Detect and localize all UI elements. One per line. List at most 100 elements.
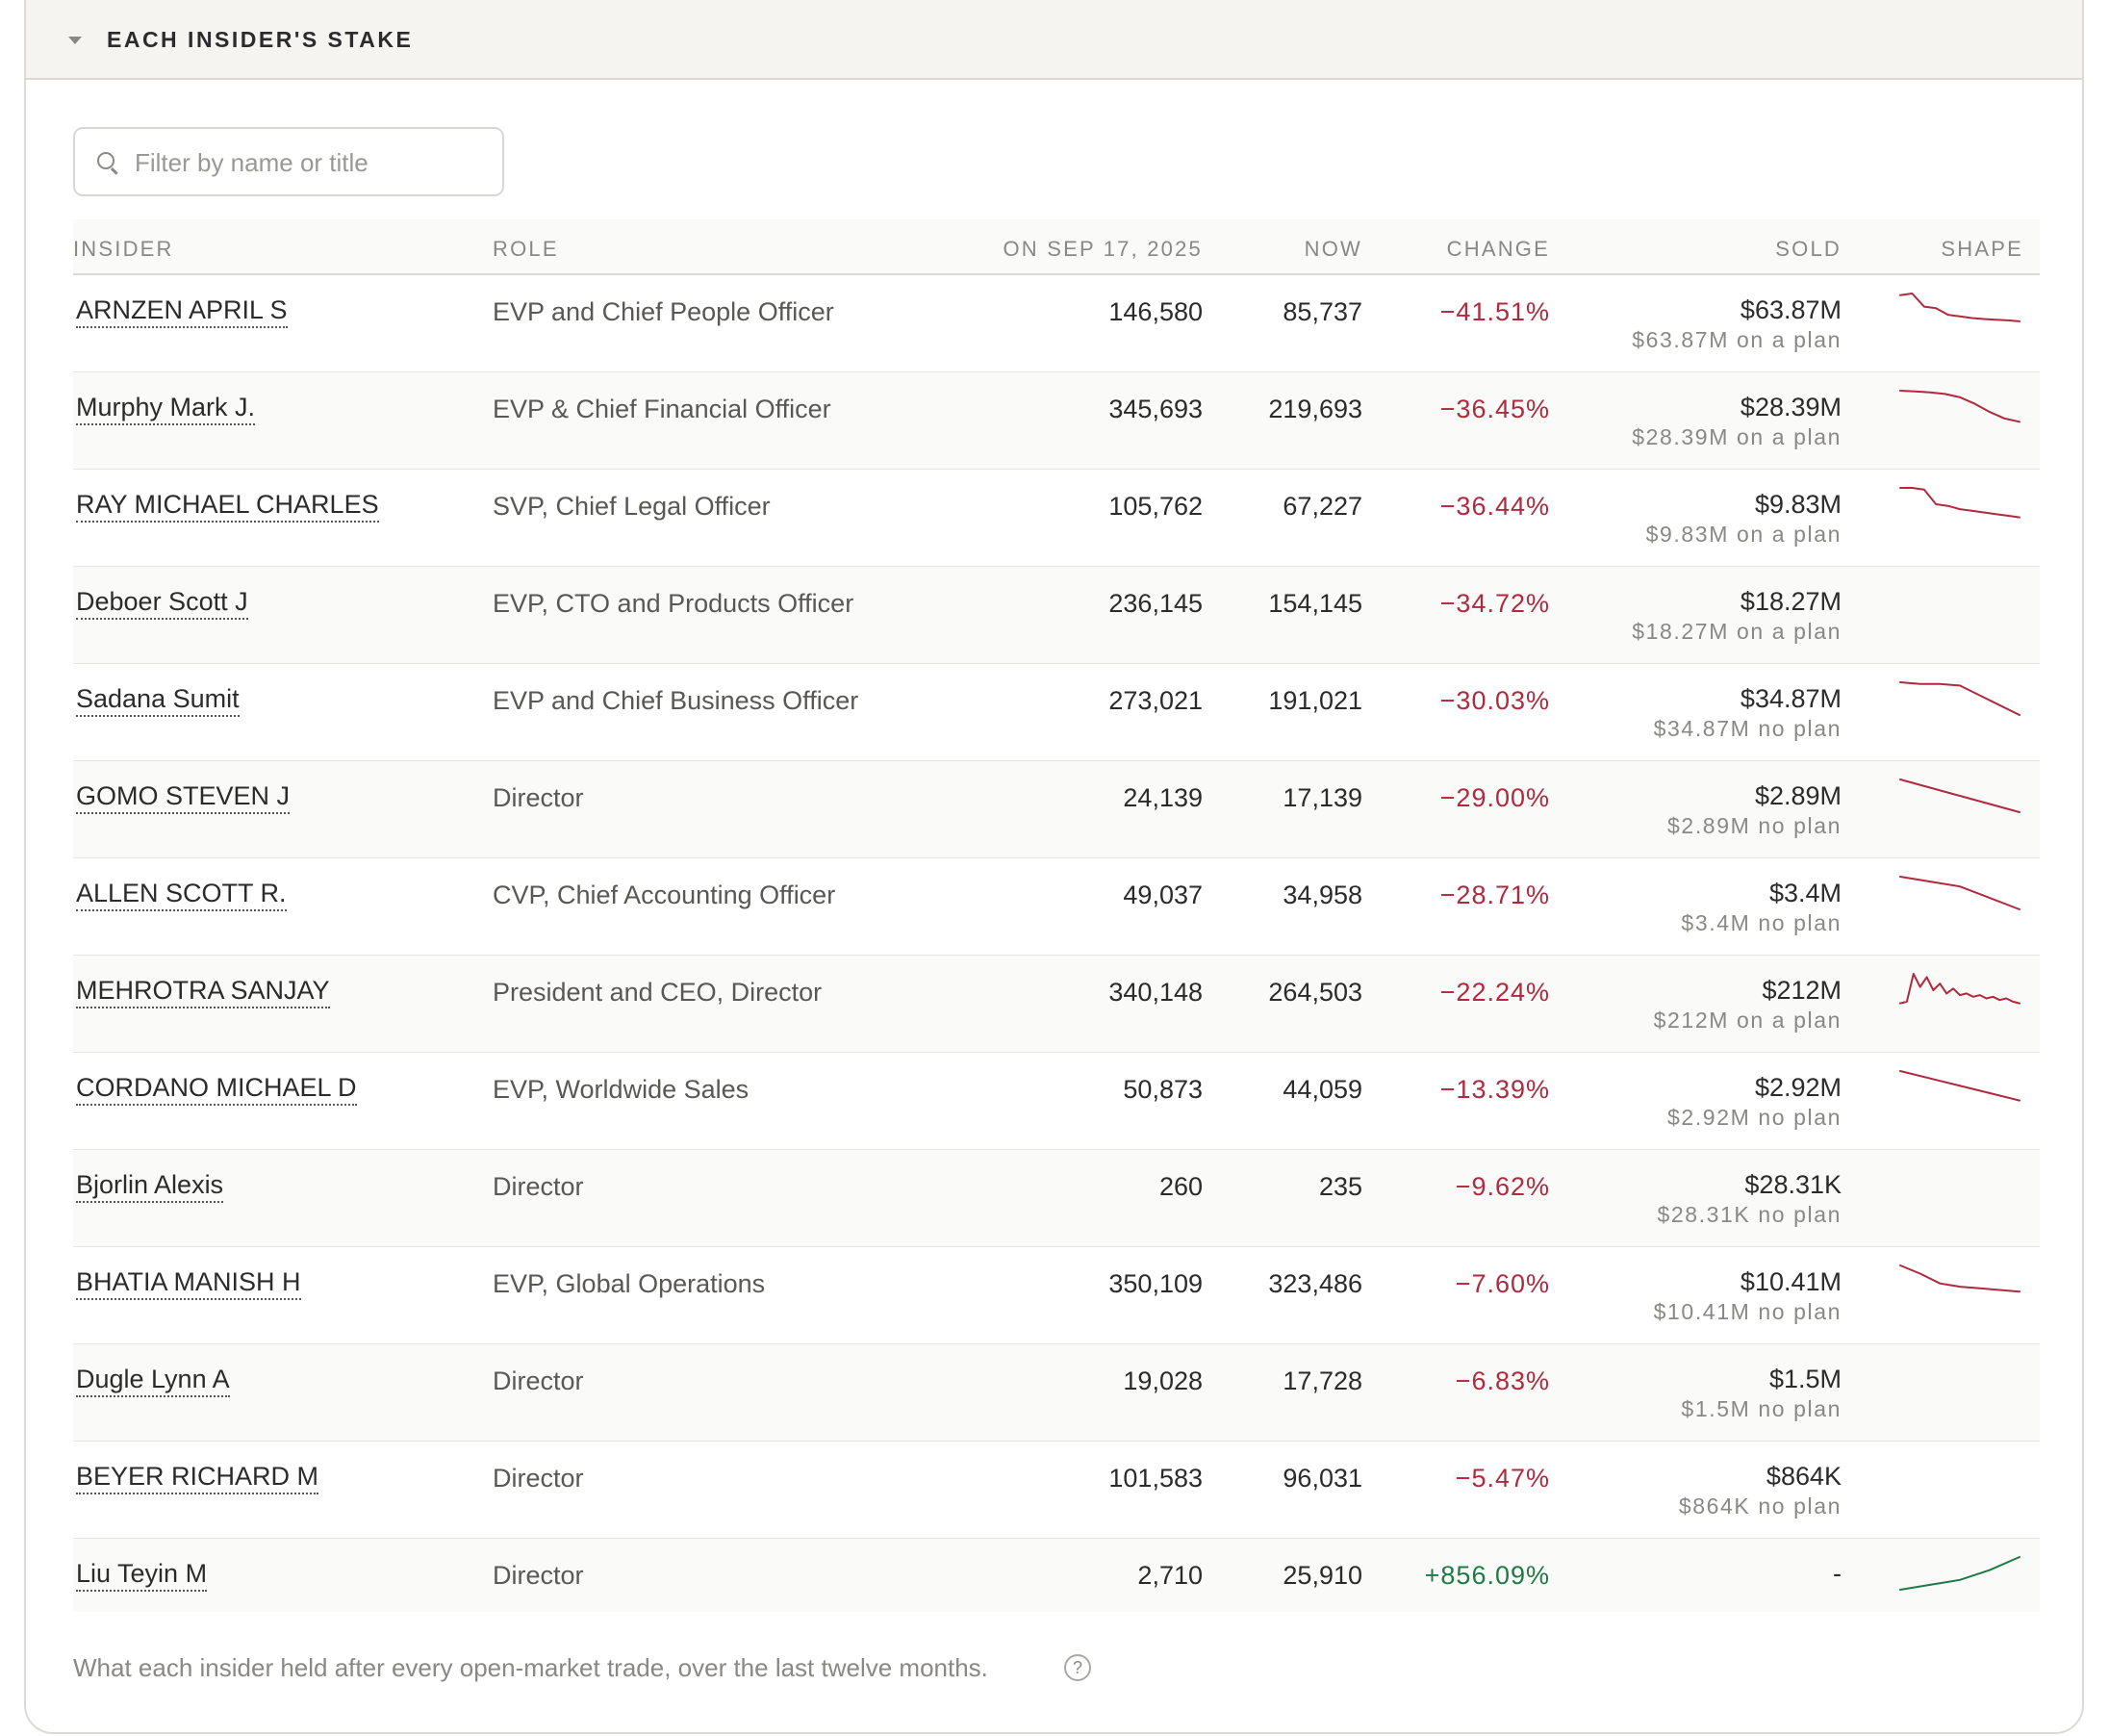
shares-then: 19,028: [1123, 1366, 1203, 1395]
change-percent: −5.47%: [1455, 1464, 1550, 1493]
sparkline-series: [1899, 779, 2020, 813]
sold-plan-note: $28.39M on a plan: [1632, 424, 1842, 449]
sparkline-series: [1899, 681, 2020, 716]
change-percent: +856.09%: [1424, 1561, 1550, 1590]
sparkline-series: [1899, 1264, 2020, 1293]
sparkline-series: [1899, 390, 2020, 423]
col-now[interactable]: NOW: [1304, 237, 1362, 261]
shares-now: 96,031: [1283, 1464, 1362, 1493]
shares-now: 235: [1318, 1172, 1362, 1201]
table-row[interactable]: Liu Teyin M Director 2,710 25,910 +856.09% -: [73, 1539, 2040, 1612]
sparkline-series: [1899, 973, 2020, 1005]
table-row[interactable]: Bjorlin Alexis Director 260 235 −9.62% $28.31…: [73, 1150, 2040, 1247]
shares-then: 2,710: [1137, 1561, 1203, 1590]
col-change[interactable]: CHANGE: [1446, 237, 1550, 261]
col-sold[interactable]: SOLD: [1775, 237, 1842, 261]
insider-name-link[interactable]: GOMO STEVEN J: [76, 781, 291, 814]
table-row[interactable]: BEYER RICHARD M Director 101,583 96,031 −5.4…: [73, 1442, 2040, 1539]
insider-role: Director: [493, 1561, 584, 1590]
insider-role: Director: [493, 783, 584, 812]
section-header[interactable]: EACH INSIDER'S STAKE: [26, 0, 2082, 80]
table-row[interactable]: MEHROTRA SANJAY President and CEO, Direct…: [73, 956, 2040, 1053]
sold-amount: $28.31K: [1744, 1170, 1842, 1199]
insider-role: President and CEO, Director: [493, 978, 823, 1007]
holding-sparkline: [1899, 293, 2020, 322]
section-title: EACH INSIDER'S STAKE: [107, 27, 414, 52]
filter-search-box[interactable]: [73, 127, 504, 196]
change-percent: −36.44%: [1439, 492, 1550, 521]
sold-plan-note: $3.4M no plan: [1681, 910, 1842, 935]
insider-name-link[interactable]: CORDANO MICHAEL D: [76, 1073, 357, 1106]
table-row[interactable]: GOMO STEVEN J Director 24,139 17,139 −29.00%…: [73, 761, 2040, 858]
sold-plan-note: $18.27M on a plan: [1632, 619, 1842, 644]
sold-amount: $1.5M: [1768, 1365, 1842, 1393]
change-percent: −36.45%: [1439, 395, 1550, 423]
table-footnote: What each insider held after every open-…: [73, 1653, 988, 1682]
holding-sparkline: [1899, 681, 2020, 716]
insider-name-link[interactable]: BHATIA MANISH H: [76, 1267, 301, 1300]
insider-name-link[interactable]: Liu Teyin M: [76, 1559, 208, 1592]
sold-amount: $9.83M: [1754, 490, 1842, 519]
table-row[interactable]: Dugle Lynn A Director 19,028 17,728 −6.83% $1…: [73, 1344, 2040, 1442]
table-row[interactable]: Deboer Scott J EVP, CTO and Products Offi…: [73, 567, 2040, 664]
col-role[interactable]: ROLE: [493, 237, 559, 261]
insider-name-link[interactable]: Bjorlin Alexis: [76, 1170, 224, 1203]
table-row[interactable]: ALLEN SCOTT R. CVP, Chief Accounting Offi…: [73, 858, 2040, 956]
shares-now: 323,486: [1268, 1269, 1362, 1298]
table-row[interactable]: BHATIA MANISH H EVP, Global Operations 350…: [73, 1247, 2040, 1344]
sold-plan-note: $2.89M no plan: [1667, 813, 1842, 838]
sold-amount: $63.87M: [1740, 295, 1842, 324]
insider-name-link[interactable]: ARNZEN APRIL S: [76, 295, 288, 328]
sold-amount: $10.41M: [1740, 1267, 1842, 1296]
table-header: INSIDER ROLE ON SEP 17, 2025 NOW CHANGE …: [73, 219, 2040, 275]
table-row[interactable]: RAY MICHAEL CHARLES SVP, Chief Legal Offi…: [73, 470, 2040, 567]
insider-stake-panel: EACH INSIDER'S STAKE INSIDER ROLE ON SEP…: [24, 0, 2084, 1734]
insider-name-link[interactable]: MEHROTRA SANJAY: [76, 976, 330, 1008]
insider-role: Director: [493, 1464, 584, 1493]
insider-role: EVP and Chief Business Officer: [493, 686, 859, 715]
change-percent: −7.60%: [1455, 1269, 1550, 1298]
sold-amount: $3.4M: [1768, 879, 1842, 907]
sold-amount: $864K: [1766, 1462, 1842, 1491]
sparkline-series: [1899, 1070, 2020, 1102]
shares-then: 345,693: [1108, 395, 1203, 423]
table-row[interactable]: CORDANO MICHAEL D EVP, Worldwide Sales 50,…: [73, 1053, 2040, 1150]
col-then[interactable]: ON SEP 17, 2025: [1003, 237, 1203, 261]
shares-then: 146,580: [1108, 297, 1203, 326]
insider-name-link[interactable]: Murphy Mark J.: [76, 393, 256, 425]
insider-name-link[interactable]: Deboer Scott J: [76, 587, 248, 620]
table-row[interactable]: ARNZEN APRIL S EVP and Chief People Offic…: [73, 275, 2040, 372]
filter-input[interactable]: [133, 140, 493, 185]
sparkline-series: [1899, 1556, 2020, 1591]
table-row[interactable]: Sadana Sumit EVP and Chief Business Offic…: [73, 664, 2040, 761]
insider-role: EVP, CTO and Products Officer: [493, 589, 854, 618]
col-insider[interactable]: INSIDER: [73, 237, 174, 261]
holding-sparkline: [1899, 1070, 2020, 1102]
sold-amount: $2.89M: [1754, 781, 1842, 810]
table-row[interactable]: Murphy Mark J. EVP & Chief Financial Offi…: [73, 372, 2040, 470]
insider-table: INSIDER ROLE ON SEP 17, 2025 NOW CHANGE …: [73, 219, 2040, 1612]
sold-plan-note: $28.31K no plan: [1657, 1202, 1842, 1227]
shares-then: 340,148: [1108, 978, 1203, 1007]
shares-now: 85,737: [1283, 297, 1362, 326]
shares-now: 44,059: [1283, 1075, 1362, 1104]
insider-name-link[interactable]: Dugle Lynn A: [76, 1365, 230, 1397]
sold-amount: $28.39M: [1740, 393, 1842, 421]
help-icon[interactable]: ?: [1064, 1654, 1091, 1681]
sold-plan-note: $34.87M no plan: [1653, 716, 1842, 741]
sold-amount: $34.87M: [1740, 684, 1842, 713]
insider-name-link[interactable]: RAY MICHAEL CHARLES: [76, 490, 379, 523]
sparkline-series: [1899, 876, 2020, 910]
sold-plan-note: $10.41M no plan: [1653, 1299, 1842, 1324]
insider-name-link[interactable]: BEYER RICHARD M: [76, 1462, 319, 1494]
insider-name-link[interactable]: Sadana Sumit: [76, 684, 240, 717]
change-percent: −30.03%: [1439, 686, 1550, 715]
sparkline-series: [1899, 487, 2020, 519]
sold-amount: -: [1833, 1559, 1842, 1588]
holding-sparkline: [1899, 1556, 2020, 1591]
collapse-caret-icon[interactable]: [68, 37, 82, 44]
change-percent: −22.24%: [1439, 978, 1550, 1007]
shares-now: 154,145: [1268, 589, 1362, 618]
insider-name-link[interactable]: ALLEN SCOTT R.: [76, 879, 287, 911]
holding-sparkline: [1899, 487, 2020, 519]
